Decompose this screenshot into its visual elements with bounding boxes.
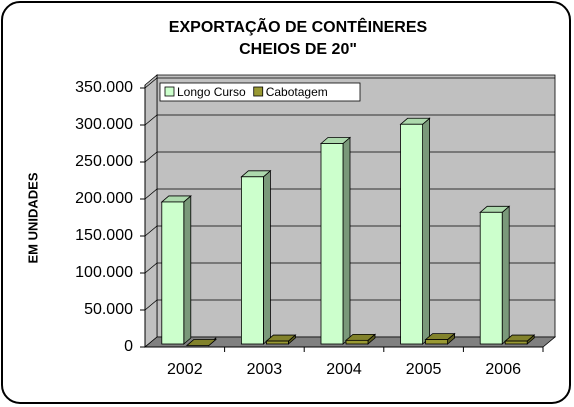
bar <box>424 332 456 345</box>
x-tick-label: 2004 <box>326 361 362 378</box>
bar-front <box>320 143 344 345</box>
chart-title: EXPORTAÇÃO DE CONTÊINERES <box>169 16 428 36</box>
bar <box>240 169 272 345</box>
legend-label: Cabotagem <box>266 85 328 99</box>
bar-side <box>262 169 271 345</box>
bar-front <box>425 339 449 345</box>
legend-swatch <box>253 86 264 97</box>
bar-front <box>400 123 424 345</box>
bar-front <box>479 211 503 345</box>
y-tick-label: 300.000 <box>75 116 133 133</box>
y-tick-label: 250.000 <box>75 153 133 170</box>
y-tick-label: 100.000 <box>75 264 133 281</box>
bar-front <box>504 340 528 345</box>
bar <box>265 334 297 345</box>
x-tick-label: 2003 <box>247 361 283 378</box>
y-tick-label: 150.000 <box>75 227 133 244</box>
x-tick-label: 2005 <box>406 361 442 378</box>
bar-front <box>265 340 289 345</box>
bar-front <box>240 176 264 345</box>
bar-side <box>342 136 351 345</box>
bar <box>479 205 511 345</box>
bar <box>399 117 431 345</box>
y-axis-label: EM UNIDADES <box>25 172 40 263</box>
y-tick-label: 0 <box>124 338 133 355</box>
y-tick-label: 350.000 <box>75 79 133 96</box>
bar <box>344 333 377 345</box>
legend-swatch <box>164 86 175 97</box>
grid-line <box>144 114 555 126</box>
bar-side <box>422 117 431 345</box>
grid-line <box>144 77 555 89</box>
bar-front <box>345 339 369 345</box>
x-tick-label: 2002 <box>167 361 203 378</box>
bar <box>504 334 536 345</box>
bar-front <box>161 201 185 345</box>
bar <box>319 136 352 345</box>
bar <box>160 195 192 345</box>
side-wall <box>144 74 158 348</box>
y-tick-label: 50.000 <box>84 301 133 318</box>
bar-side <box>501 205 510 345</box>
legend-label: Longo Curso <box>177 85 246 99</box>
y-tick-label: 200.000 <box>75 190 133 207</box>
x-tick-label: 2006 <box>485 361 521 378</box>
chart-title: CHEIOS DE 20" <box>239 41 357 58</box>
bar <box>185 337 217 347</box>
bar-side <box>183 195 192 345</box>
bar-top <box>185 339 217 346</box>
